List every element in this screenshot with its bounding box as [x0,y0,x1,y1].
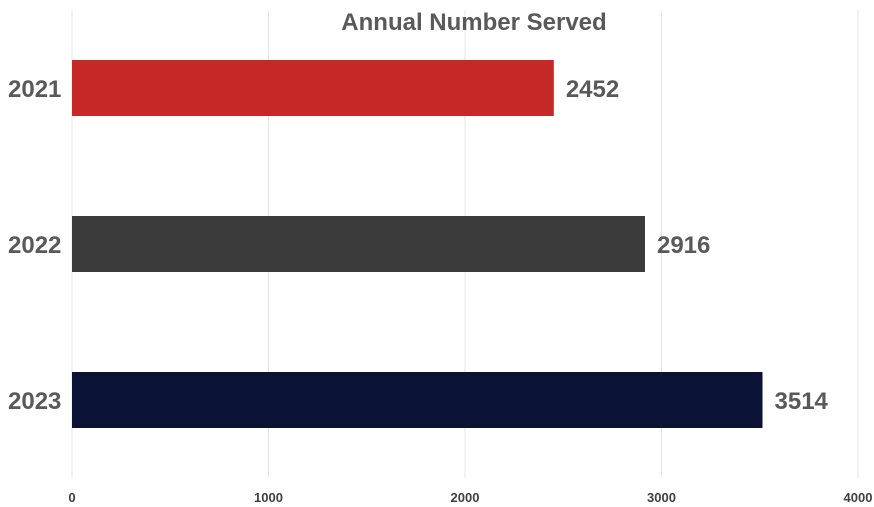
x-tick-label-2000: 2000 [451,490,480,505]
data-label-2023: 3514 [775,388,829,415]
category-label-2023: 2023 [8,388,61,415]
bar-layer [72,60,763,428]
category-label-2022: 2022 [8,232,61,259]
data-label-2021: 2452 [566,76,619,103]
x-tick-label-1000: 1000 [254,490,283,505]
category-label-2021: 2021 [8,76,61,103]
x-tick-label-0: 0 [68,490,75,505]
x-axis-ticks: 0 1000 2000 3000 4000 [68,490,872,505]
chart-title: Annual Number Served [341,9,606,36]
bar-2021 [72,60,554,116]
label-layer: 2021 2452 2022 2916 2023 3514 [8,76,829,415]
bar-2023 [72,372,763,428]
bar-2022 [72,216,645,272]
x-tick-label-3000: 3000 [647,490,676,505]
data-label-2022: 2916 [657,232,710,259]
x-tick-label-4000: 4000 [844,490,873,505]
